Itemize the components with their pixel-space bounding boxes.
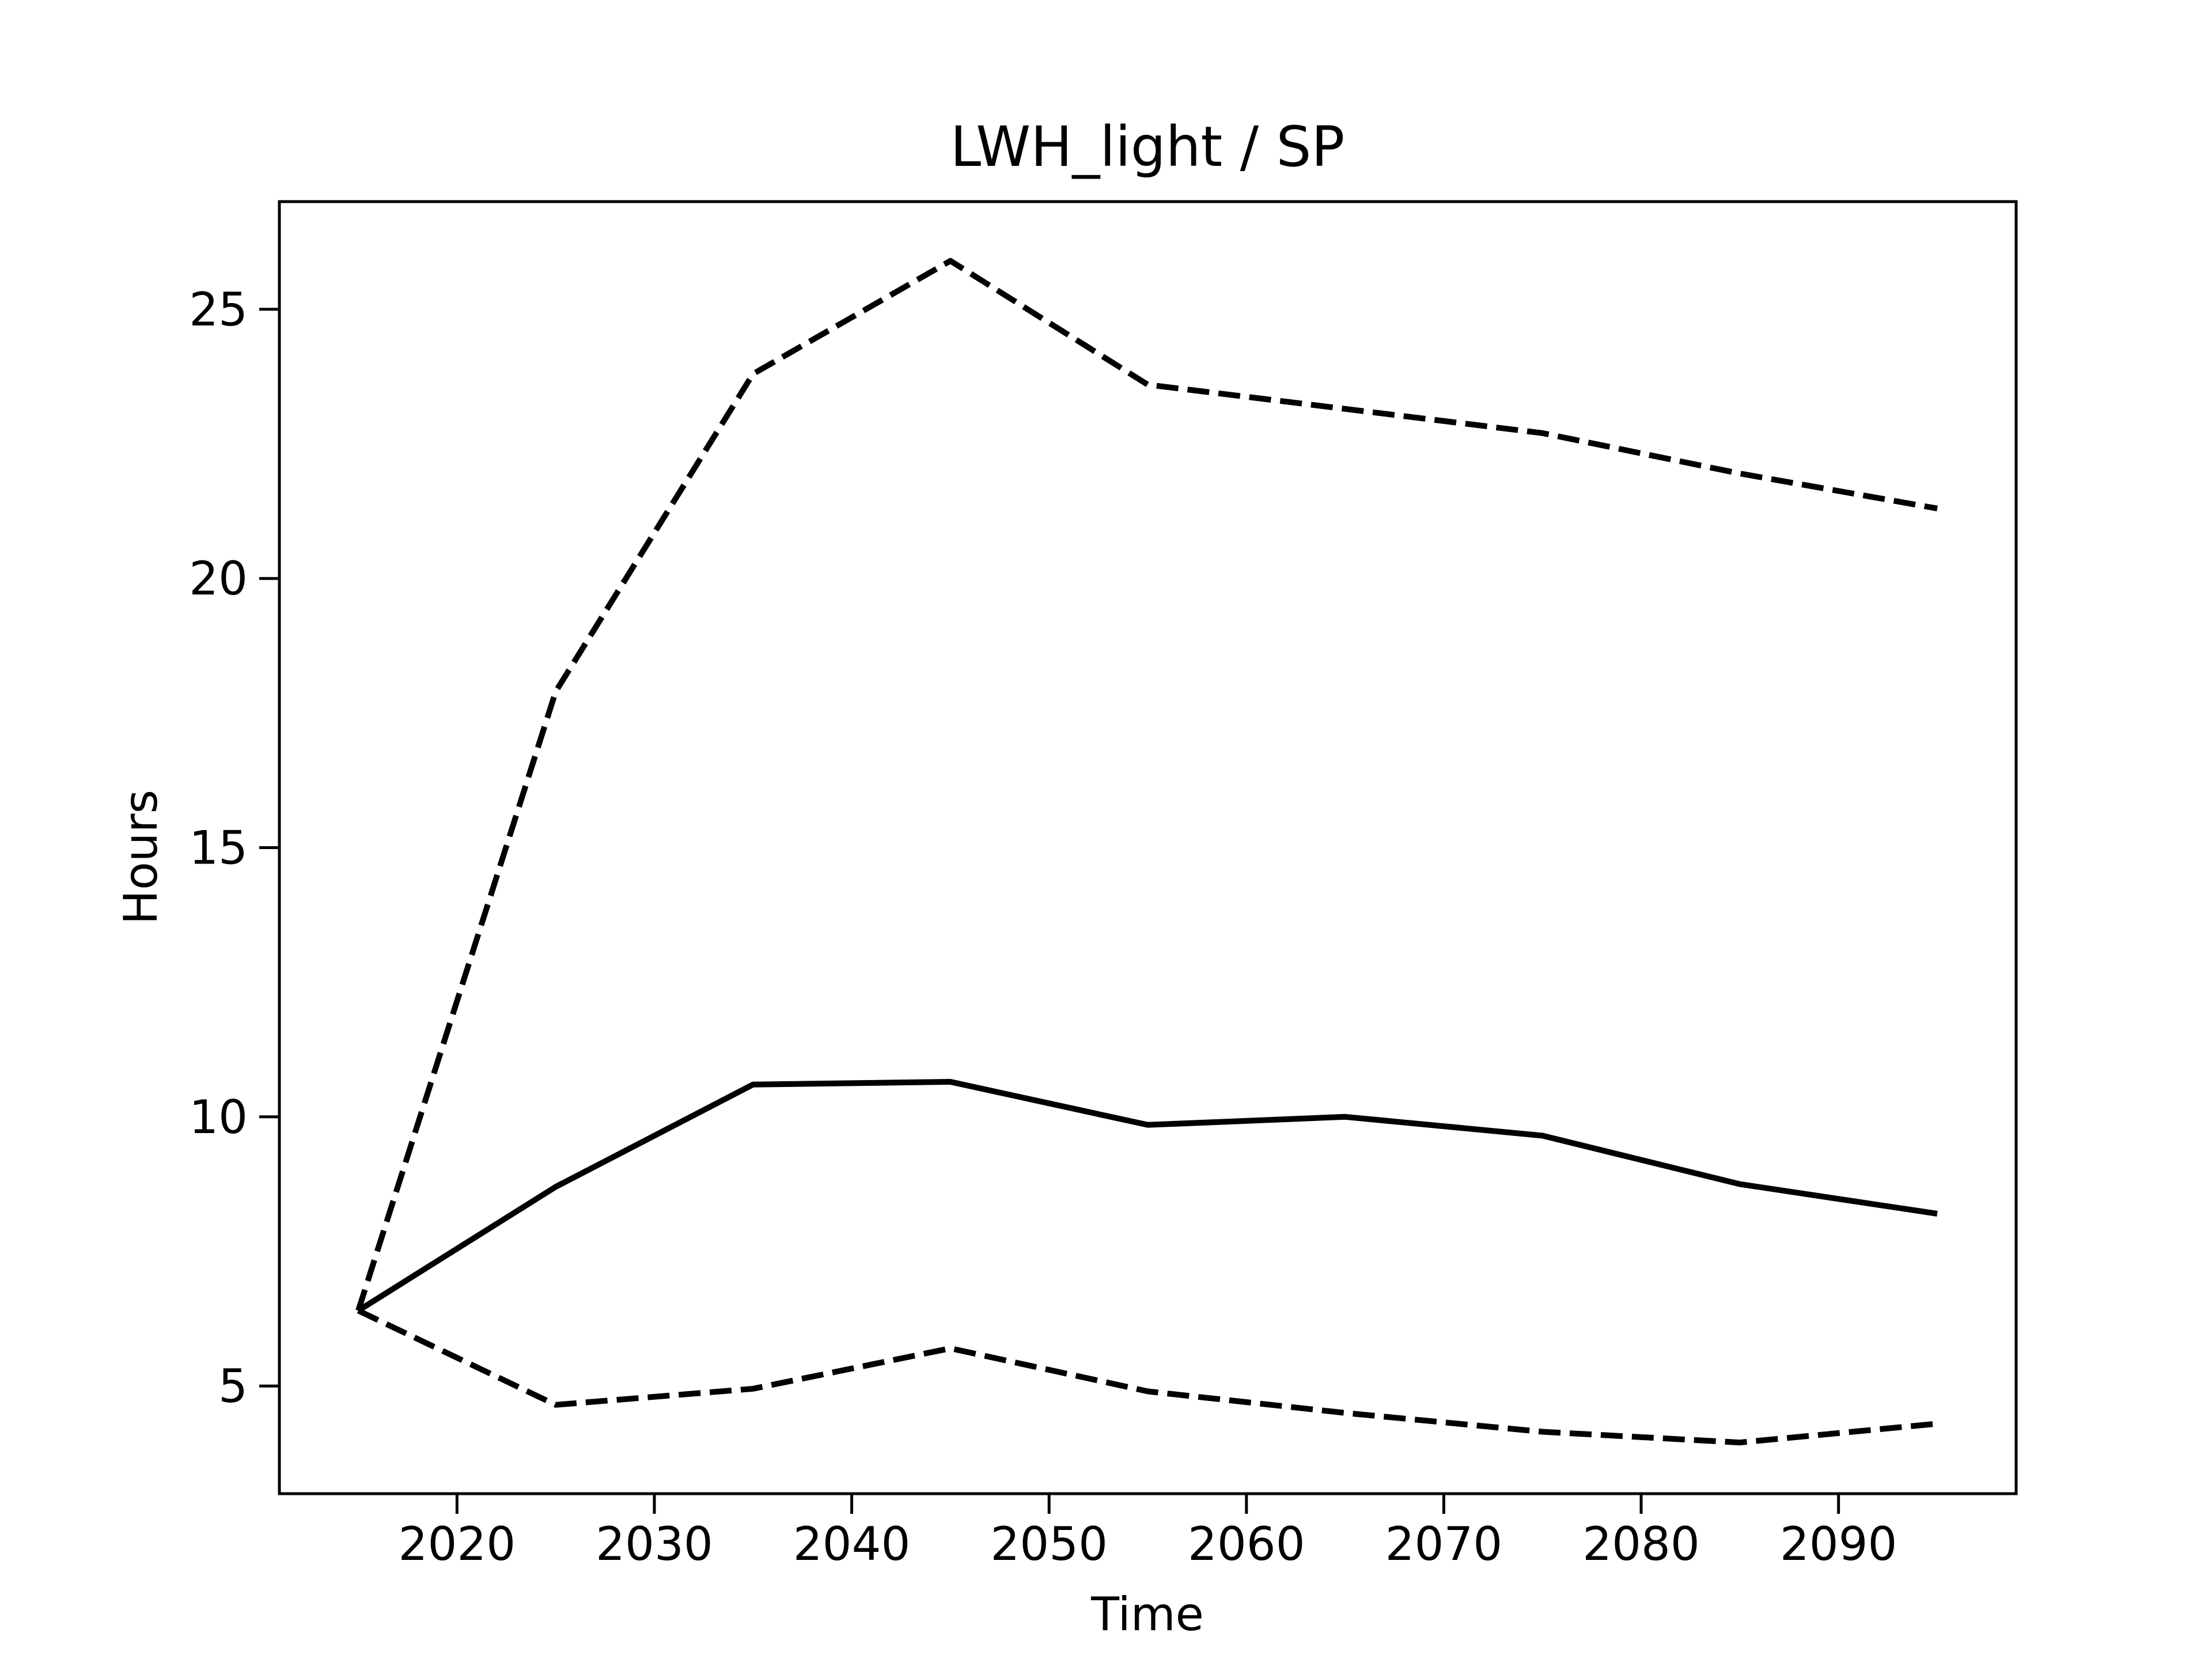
x-tick-label: 2020: [399, 1517, 516, 1571]
chart-title: LWH_light / SP: [950, 115, 1345, 179]
x-axis-label: Time: [1090, 1588, 1204, 1641]
x-tick-label: 2050: [990, 1517, 1108, 1571]
axes-frame: [278, 200, 2018, 1495]
x-tick-label: 2090: [1780, 1517, 1897, 1571]
y-axis-label: Hours: [114, 790, 168, 925]
series-line-mean: [357, 1079, 1938, 1313]
y-tick-label: 5: [218, 1359, 248, 1413]
x-tick-label: 2080: [1582, 1517, 1700, 1571]
plot-area: 2020 2030 2040 2050 2060 2070 2080 2090 5 10 15 20 2…: [189, 257, 1938, 1571]
y-tick-label: 15: [189, 821, 248, 875]
x-tick-label: 2040: [793, 1517, 911, 1571]
x-tick-label: 2030: [596, 1517, 713, 1571]
x-tick-label: 2060: [1188, 1517, 1305, 1571]
y-tick-label: 10: [189, 1090, 248, 1144]
y-tick-label: 25: [189, 283, 248, 336]
x-tick-label: 2070: [1385, 1517, 1503, 1571]
y-tick-label: 20: [189, 552, 248, 605]
series-line-lower: [357, 1308, 1938, 1446]
